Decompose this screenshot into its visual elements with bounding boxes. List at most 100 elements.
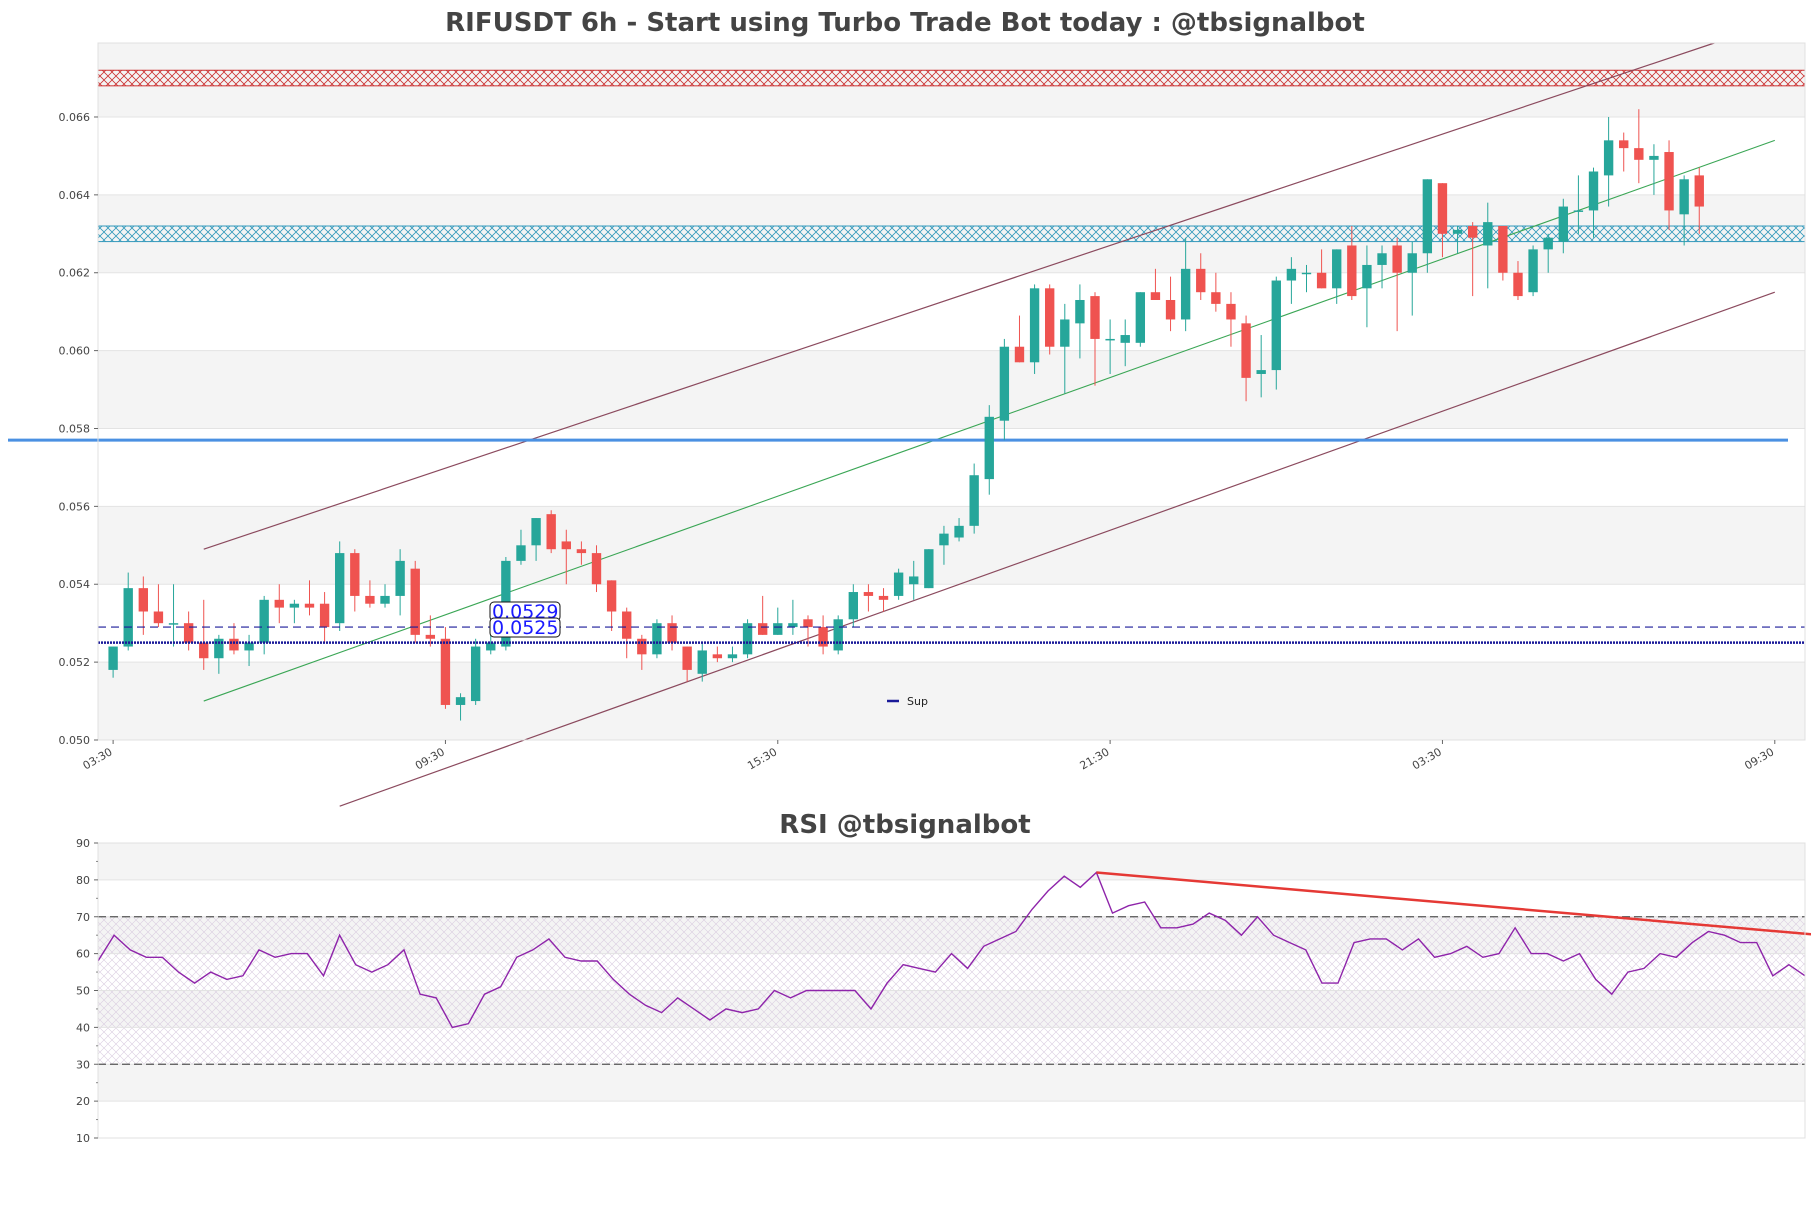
candle <box>667 615 677 651</box>
rsi-ytick-label: 30 <box>76 1058 90 1071</box>
candle-body <box>1060 319 1070 347</box>
price-chart-title: RIFUSDT 6h - Start using Turbo Trade Bot… <box>445 8 1365 38</box>
candle <box>1271 276 1281 390</box>
price-xtick-label: 09:30 <box>1742 745 1776 772</box>
candle-body <box>1196 268 1206 293</box>
rsi-band <box>98 1064 1805 1102</box>
candle <box>123 572 133 651</box>
legend-label-sup: Sup <box>907 695 928 708</box>
price-ytick-label: 0.056 <box>59 500 91 513</box>
price-ytick-label: 0.058 <box>59 422 91 435</box>
candle <box>304 580 315 616</box>
candle <box>183 611 194 651</box>
candle-body <box>1694 175 1704 207</box>
candle <box>1603 116 1614 207</box>
candle <box>153 584 164 628</box>
candle-body <box>984 416 994 480</box>
candle-body <box>1180 268 1191 320</box>
candle-body <box>1558 206 1568 242</box>
candle <box>833 615 843 655</box>
candle <box>108 646 118 678</box>
rsi-ytick-label: 50 <box>76 985 90 998</box>
candle-body <box>531 518 541 546</box>
candle <box>1120 319 1130 367</box>
candle <box>773 607 783 635</box>
candle <box>576 541 587 565</box>
candle-body <box>697 650 707 674</box>
candle-body <box>1634 148 1644 160</box>
channel-upper-line <box>203 42 1715 550</box>
candle-body <box>576 549 587 554</box>
candle-body <box>773 623 783 635</box>
candle <box>274 584 284 624</box>
candle-body <box>1664 152 1674 211</box>
price-xtick-label: 15:30 <box>745 745 779 772</box>
rsi-ytick-label: 70 <box>76 911 90 924</box>
support-label-lower: 0.0525 <box>489 617 561 639</box>
candle-body <box>999 346 1010 421</box>
candle <box>1105 319 1115 374</box>
candle-body <box>335 553 345 624</box>
candle <box>1241 315 1251 402</box>
candle <box>1286 257 1297 304</box>
candle <box>682 646 692 682</box>
candle <box>1573 175 1584 234</box>
candle-body <box>1105 338 1115 341</box>
candle <box>1513 261 1523 300</box>
candle-body <box>1075 299 1085 324</box>
candle <box>969 463 979 534</box>
candle-body <box>591 553 602 585</box>
candle-body <box>1513 272 1523 297</box>
candle <box>712 646 723 663</box>
candle <box>395 549 405 616</box>
channel-lower-line <box>339 291 1775 807</box>
candle <box>546 510 556 554</box>
candle <box>1377 245 1387 289</box>
candle-body <box>1573 210 1584 212</box>
candle-body <box>108 646 118 670</box>
candle <box>1694 167 1704 234</box>
candle-body <box>757 623 768 635</box>
candle-body <box>742 623 753 655</box>
candle <box>380 584 390 608</box>
candle <box>350 549 360 612</box>
candle-body <box>788 623 798 628</box>
support-label-lower-box <box>489 617 561 638</box>
candle <box>637 634 647 670</box>
candle <box>455 693 466 721</box>
candle-body <box>1603 140 1614 176</box>
candle <box>924 549 934 589</box>
candle <box>168 584 179 647</box>
candle-body <box>425 634 436 639</box>
candle <box>1467 222 1478 297</box>
candle-body <box>1679 179 1689 215</box>
candle <box>1090 292 1100 386</box>
candle-body <box>1467 226 1478 238</box>
candle-body <box>1528 249 1538 293</box>
candle <box>893 568 904 600</box>
candle-body <box>939 533 949 546</box>
candle-body <box>395 560 405 596</box>
candle-body <box>954 525 964 538</box>
candle-body <box>667 623 677 643</box>
candle <box>138 576 149 635</box>
candle-body <box>214 638 224 659</box>
candle-body <box>622 611 632 639</box>
price-ytick-label: 0.060 <box>59 345 91 358</box>
candle <box>1422 179 1433 273</box>
candle-body <box>1332 249 1342 289</box>
candle-body <box>199 642 209 659</box>
candle-body <box>138 588 149 612</box>
candle-body <box>1029 288 1040 363</box>
candle <box>1211 272 1221 312</box>
candle <box>214 634 224 674</box>
candle-body <box>1392 245 1402 273</box>
candle-body <box>123 588 133 647</box>
candle <box>531 518 541 561</box>
candle-body <box>470 646 481 702</box>
rsi-ytick-label: 20 <box>76 1095 90 1108</box>
candle-body <box>1422 179 1433 254</box>
candle <box>1301 264 1312 293</box>
